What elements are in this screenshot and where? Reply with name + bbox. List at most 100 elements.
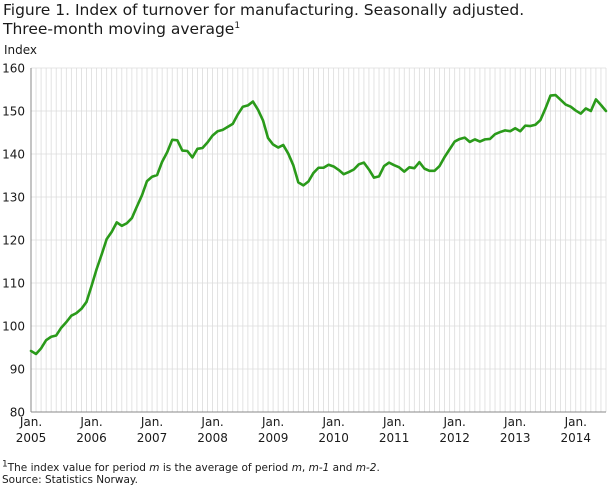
x-tick-label-year: 2010	[318, 431, 349, 445]
data-point	[105, 238, 107, 240]
data-point	[221, 129, 223, 131]
data-point	[30, 350, 32, 352]
x-tick-label-month: Jan.	[443, 415, 466, 429]
data-point	[358, 163, 360, 165]
data-point	[65, 321, 67, 323]
data-point	[186, 150, 188, 152]
data-point	[242, 106, 244, 108]
data-point	[95, 268, 97, 270]
data-point	[373, 176, 375, 178]
data-point	[474, 138, 476, 140]
data-point	[529, 125, 531, 127]
grid-lines	[30, 67, 607, 413]
data-point	[388, 161, 390, 163]
y-tick-label: 120	[2, 234, 25, 248]
data-point	[136, 205, 138, 207]
data-point	[191, 156, 193, 158]
data-point	[131, 217, 133, 219]
y-tick-label: 100	[2, 320, 25, 334]
y-tick-label: 150	[2, 105, 25, 119]
data-point	[75, 312, 77, 314]
chart-title: Figure 1. Index of turnover for manufact…	[3, 1, 524, 39]
data-point	[237, 113, 239, 115]
data-point	[257, 109, 259, 111]
data-point	[111, 231, 113, 233]
chart-title-line-1: Figure 1. Index of turnover for manufact…	[3, 1, 525, 19]
data-point	[302, 184, 304, 186]
x-tick-label-month: Jan.	[19, 415, 42, 429]
data-point	[514, 127, 516, 129]
x-tick-label-year: 2009	[258, 431, 289, 445]
data-point	[418, 161, 420, 163]
data-point	[554, 94, 556, 96]
data-point	[70, 314, 72, 316]
data-point	[590, 110, 592, 112]
data-point	[575, 109, 577, 111]
data-point	[378, 175, 380, 177]
chart-title-line-2-text: Three-month moving average	[3, 20, 235, 38]
data-point	[353, 168, 355, 170]
data-point	[166, 151, 168, 153]
footnote-text-c: is the average of period	[159, 462, 292, 474]
series-layer	[29, 93, 608, 356]
data-point	[116, 221, 118, 223]
data-point	[176, 139, 178, 141]
x-tick-label-year: 2005	[16, 431, 47, 445]
data-point	[494, 133, 496, 135]
data-point	[161, 161, 163, 163]
data-point	[121, 225, 123, 227]
data-point	[428, 170, 430, 172]
data-point	[322, 167, 324, 169]
data-point	[307, 180, 309, 182]
data-point	[544, 107, 546, 109]
footnote-text-d: m	[291, 462, 302, 474]
x-tick-label-year: 2012	[439, 431, 470, 445]
data-point	[297, 181, 299, 183]
data-point	[156, 174, 158, 176]
footnote: 1The index value for period m is the ave…	[2, 460, 380, 474]
source-note: Source: Statistics Norway.	[2, 474, 138, 486]
data-point	[559, 99, 561, 101]
data-point	[262, 119, 264, 121]
data-point	[443, 156, 445, 158]
footnote-text-f: m-1	[308, 462, 330, 474]
axes	[30, 68, 606, 413]
data-point	[171, 139, 173, 141]
data-point	[464, 136, 466, 138]
data-point	[45, 339, 47, 341]
data-point	[368, 168, 370, 170]
data-point	[348, 171, 350, 173]
data-point	[100, 253, 102, 255]
chart-title-line-2: Three-month moving average1	[3, 20, 524, 39]
x-tick-label-month: Jan.	[564, 415, 587, 429]
data-point	[80, 308, 82, 310]
x-tick-label-month: Jan.	[503, 415, 526, 429]
data-point	[453, 140, 455, 142]
data-point	[383, 165, 385, 167]
footnote-text-h: m-2	[355, 462, 377, 474]
x-tick-label-month: Jan.	[79, 415, 102, 429]
data-point	[509, 130, 511, 132]
data-point	[277, 146, 279, 148]
data-point	[489, 138, 491, 140]
x-tick-label-year: 2006	[76, 431, 107, 445]
data-point	[141, 194, 143, 196]
data-point	[60, 327, 62, 329]
tick-labels: 80 90 100 110 120 130 140 150 160 Jan. 2005 Jan. 200…	[2, 62, 591, 446]
data-point	[549, 94, 551, 96]
data-point	[146, 180, 148, 182]
data-point	[252, 100, 254, 102]
series-line	[29, 93, 608, 356]
x-tick-label-year: 2014	[560, 431, 591, 445]
data-point	[40, 347, 42, 349]
data-point	[181, 149, 183, 151]
data-point	[126, 222, 128, 224]
data-point	[585, 107, 587, 109]
data-point	[292, 164, 294, 166]
data-point	[459, 138, 461, 140]
data-point	[499, 131, 501, 133]
y-axis-label: Index	[4, 43, 38, 57]
footnote-marker: 1	[234, 20, 241, 31]
data-point	[327, 164, 329, 166]
line-chart: 80 90 100 110 120 130 140 150 160 Jan. 2005 Jan. 200…	[2, 62, 608, 446]
